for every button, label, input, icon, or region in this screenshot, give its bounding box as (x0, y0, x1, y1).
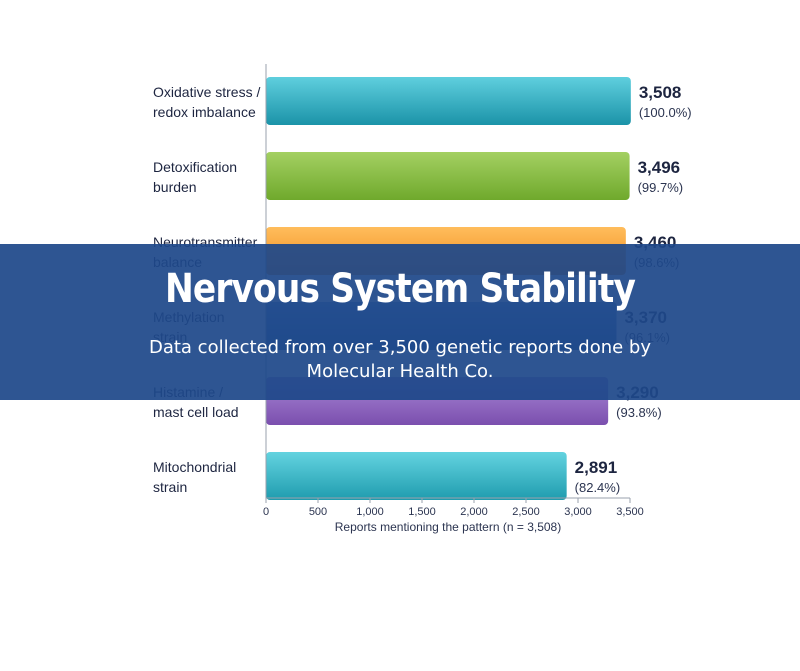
x-tick-label: 1,000 (356, 506, 384, 518)
x-tick-label: 2,000 (460, 506, 488, 518)
percent-label: (93.8%) (616, 405, 662, 420)
percent-label: (82.4%) (575, 480, 621, 495)
x-tick-label: 3,500 (616, 506, 644, 518)
category-label: Oxidative stress / (153, 84, 260, 100)
bar (266, 452, 567, 500)
value-label: 2,891 (575, 458, 618, 477)
x-tick-label: 0 (263, 506, 269, 518)
category-label: burden (153, 179, 197, 195)
banner-title: Nervous System Stability (164, 266, 636, 312)
category-label: strain (153, 479, 187, 495)
category-label: Detoxification (153, 159, 237, 175)
x-tick-label: 2,500 (512, 506, 540, 518)
percent-label: (99.7%) (638, 180, 684, 195)
value-label: 3,508 (639, 83, 682, 102)
x-tick-label: 500 (309, 506, 327, 518)
bar (266, 77, 631, 125)
category-label: Mitochondrial (153, 459, 236, 475)
x-tick-label: 3,000 (564, 506, 592, 518)
x-axis-title: Reports mentioning the pattern (n = 3,50… (335, 520, 561, 534)
banner-subtitle: Data collected from over 3,500 genetic r… (148, 337, 652, 382)
x-tick-label: 1,500 (408, 506, 436, 518)
percent-label: (100.0%) (639, 105, 692, 120)
title-banner: Nervous System Stability Data collected … (0, 244, 800, 400)
x-ticks-group: 0 500 1,000 1,500 2,000 2,500 3,000 3,500 (263, 498, 644, 518)
category-label: redox imbalance (153, 104, 256, 120)
category-label: mast cell load (153, 404, 239, 420)
value-label: 3,496 (638, 158, 681, 177)
bar (266, 152, 630, 200)
